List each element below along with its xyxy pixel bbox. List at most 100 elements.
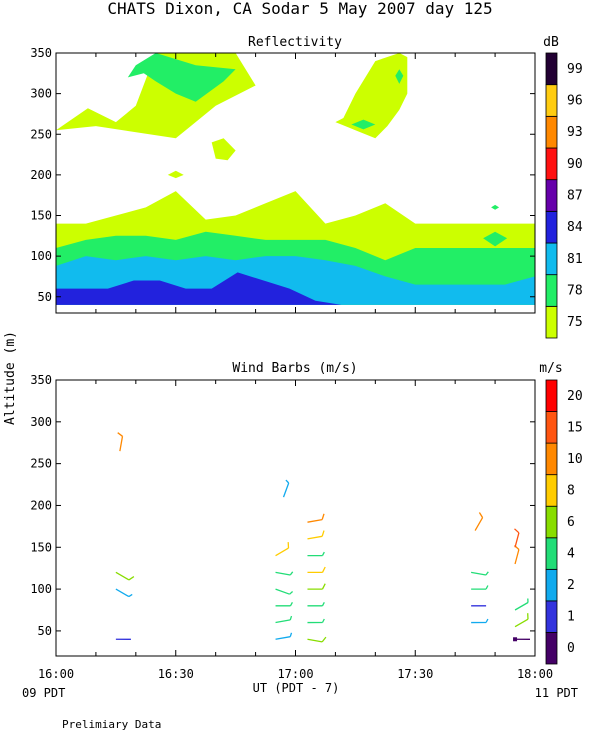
wind-barb [275, 571, 294, 576]
reflectivity-colorbar-swatch [545, 305, 558, 339]
wind-barb-feather [321, 583, 326, 590]
wind-barb [514, 598, 529, 611]
wind-barb [307, 602, 325, 607]
wind-barb-shaft [115, 571, 130, 581]
reflectivity-blob-2 [211, 138, 236, 161]
preliminary-note: Prelimiary Data [62, 718, 161, 731]
wind-barb [474, 512, 484, 531]
wind-barb-feather [478, 512, 484, 518]
wind-barb-shaft [514, 601, 529, 611]
wind-barb [275, 601, 293, 607]
reflectivity-axes: 50 100 150 200 250 300 350 [30, 46, 536, 314]
wind-barb [471, 618, 489, 624]
reflectivity-layer-84 [56, 272, 472, 305]
reflectivity-colorbar-swatch [545, 242, 558, 276]
wind-barb-feather [128, 576, 135, 581]
wind-barb-shaft [115, 588, 130, 598]
wind-barb-shaft [275, 636, 291, 640]
wind-colorbar-swatch [545, 600, 558, 633]
wind-barb-feather [289, 571, 294, 576]
right-footer-label: 11 PDT [535, 686, 578, 700]
wind-colorbar: 0 1 2 4 6 8 10 15 20 [545, 379, 583, 665]
reflectivity-heatmap [56, 53, 535, 305]
reflectivity-y-tick-label: 150 [30, 209, 52, 223]
wind-barb-feather [289, 601, 293, 607]
reflectivity-blob-5 [351, 119, 376, 130]
wind-barb [471, 585, 489, 590]
wind-barb-feather [321, 551, 325, 556]
x-tick-label: 16:00 [38, 667, 74, 681]
wind-barb [115, 571, 135, 581]
wind-y-tick-label: 250 [30, 457, 52, 471]
reflectivity-colorbar-label: 93 [567, 125, 583, 140]
reflectivity-colorbar-swatch [545, 274, 558, 307]
wind-barb-feather [128, 593, 133, 598]
wind-barb [307, 636, 327, 643]
wind-barb-shaft [514, 532, 520, 548]
x-tick-label: 17:00 [277, 667, 313, 681]
wind-barb-shaft [275, 547, 289, 557]
wind-barb-feather [485, 618, 489, 623]
reflectivity-y-tick-label: 250 [30, 127, 52, 141]
reflectivity-colorbar-label: 87 [567, 189, 583, 204]
reflectivity-blob-1 [127, 53, 236, 102]
wind-barb-feather [321, 513, 325, 520]
wind-colorbar-label: 10 [567, 452, 583, 467]
wind-barb [275, 615, 293, 624]
wind-title: Wind Barbs (m/s) [232, 361, 357, 376]
wind-frame [55, 379, 536, 657]
reflectivity-y-tick-label: 300 [30, 87, 52, 101]
reflectivity-colorbar-swatch [545, 115, 558, 149]
reflectivity-title: Reflectivity [248, 35, 342, 50]
wind-colorbar-label: 4 [567, 547, 575, 562]
wind-barb-shaft [119, 436, 124, 452]
wind-barb-feather [289, 632, 293, 637]
wind-y-tick-label: 200 [30, 498, 52, 512]
wind-barb-feather [321, 530, 325, 537]
wind-barb-feather [285, 479, 290, 484]
wind-y-tick-label: 150 [30, 540, 52, 554]
x-tick-label: 18:00 [517, 667, 553, 681]
wind-barb [307, 513, 325, 523]
wind-barb [471, 571, 489, 576]
figure-title: CHATS Dixon, CA Sodar 5 May 2007 day 125 [107, 0, 492, 18]
wind-barb-feather [485, 585, 489, 590]
reflectivity-colorbar: 75 78 81 84 87 90 93 96 99 [545, 52, 583, 339]
x-tick-label: 16:30 [158, 667, 194, 681]
reflectivity-unit-label: dB [543, 35, 559, 50]
wind-barb [307, 551, 325, 557]
wind-y-tick-label: 100 [30, 582, 52, 596]
reflectivity-colorbar-label: 81 [567, 252, 583, 267]
reflectivity-colorbar-swatch [545, 210, 558, 244]
wind-barb-feather [321, 636, 327, 643]
wind-barb-shaft [275, 588, 290, 595]
wind-colorbar-label: 1 [567, 610, 575, 625]
reflectivity-y-tick-label: 100 [30, 249, 52, 263]
wind-colorbar-swatch [545, 442, 558, 476]
reflectivity-blob-6 [395, 69, 404, 84]
wind-barb-calm [513, 637, 518, 642]
wind-barb-shaft [471, 571, 487, 576]
wind-colorbar-label: 6 [567, 515, 575, 530]
wind-colorbar-swatch [545, 568, 558, 602]
wind-barb-feather [321, 566, 326, 573]
wind-barb [275, 542, 290, 557]
reflectivity-colorbar-swatch [545, 84, 558, 117]
wind-barb [307, 618, 325, 624]
wind-colorbar-swatch [545, 474, 558, 507]
x-tick-label: 17:30 [397, 667, 433, 681]
wind-barb-shaft [514, 549, 520, 565]
wind-barb-shaft [474, 517, 484, 531]
wind-barb-shaft [275, 619, 291, 624]
left-footer-label: 09 PDT [22, 686, 65, 700]
wind-barb [307, 530, 325, 540]
wind-barb [115, 588, 133, 598]
wind-y-tick-label: 50 [38, 624, 52, 638]
wind-barb-shaft [307, 518, 323, 523]
wind-colorbar-swatch [545, 411, 558, 444]
wind-barb-feather [485, 571, 489, 576]
reflectivity-blob-4 [335, 53, 408, 139]
wind-colorbar-label: 20 [567, 389, 583, 404]
wind-barb [514, 613, 529, 628]
wind-barb-shaft [282, 482, 290, 498]
